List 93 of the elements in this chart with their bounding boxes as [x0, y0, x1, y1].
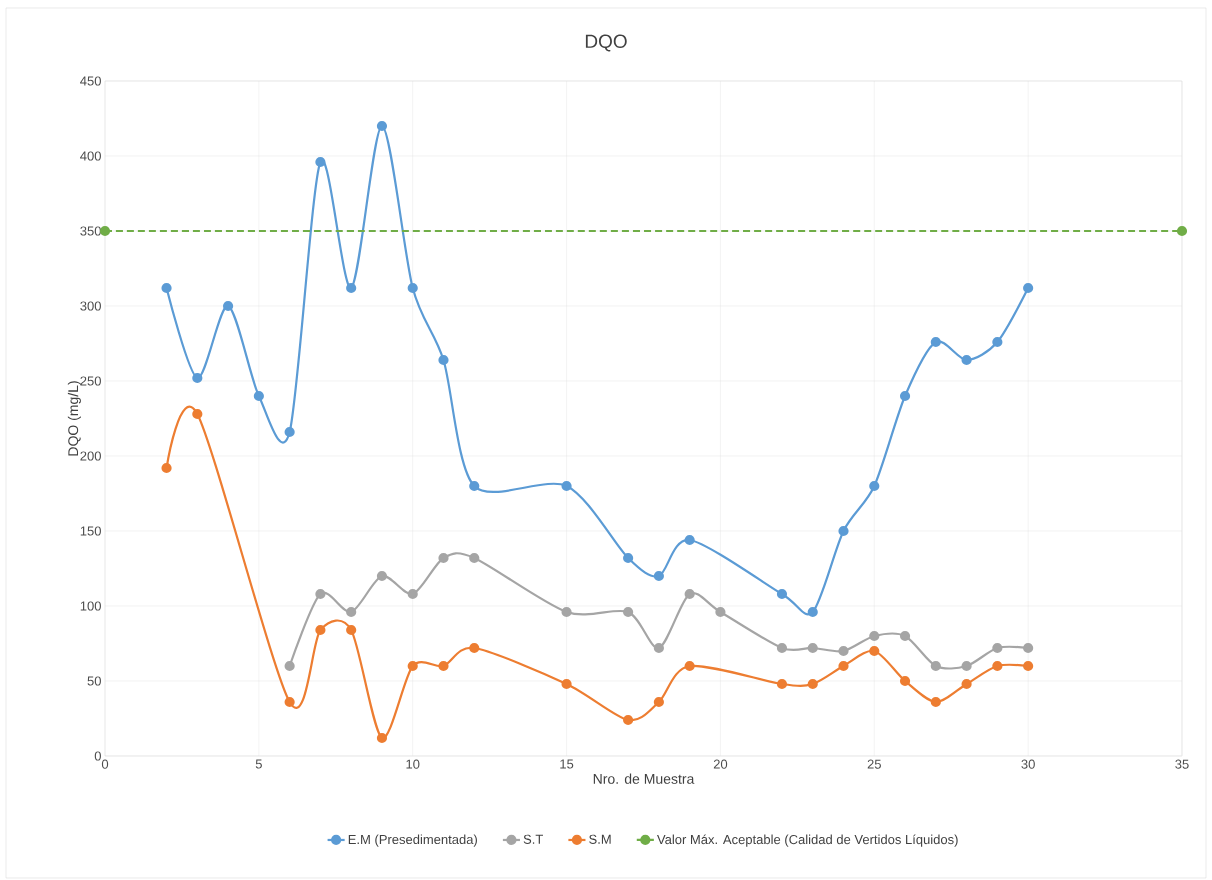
- point: [776, 588, 788, 600]
- point: [899, 630, 911, 642]
- x-tick-label: 5: [255, 759, 262, 769]
- point: [284, 426, 295, 438]
- point: [315, 156, 326, 168]
- point: [438, 660, 449, 672]
- point: [469, 642, 480, 654]
- point: [315, 588, 326, 600]
- point: [992, 642, 1003, 654]
- point: [623, 552, 634, 564]
- legend-label: S.M: [589, 834, 611, 844]
- point: [715, 606, 726, 618]
- point: [469, 480, 480, 492]
- x-tick-label: 15: [560, 759, 574, 769]
- point: [376, 570, 388, 582]
- point: [930, 660, 941, 672]
- point: [838, 660, 849, 672]
- point: [623, 606, 634, 618]
- point: [899, 390, 911, 402]
- point: [807, 642, 818, 654]
- x-tick-label: 10: [406, 759, 420, 769]
- x-tick-label: 25: [867, 759, 881, 769]
- point: [192, 408, 203, 420]
- point: [376, 732, 388, 744]
- legend-label: E.M (Presedimentada): [348, 834, 477, 847]
- y-axis-title: DQO (mg/L): [67, 381, 81, 456]
- x-axis-title: Nro. de Muestra: [593, 773, 695, 784]
- point: [623, 714, 634, 726]
- y-tick-label: 300: [80, 301, 101, 311]
- point: [899, 675, 911, 687]
- point: [807, 606, 818, 618]
- point: [869, 645, 880, 657]
- point: [346, 606, 357, 618]
- y-tick-label: 250: [80, 376, 101, 386]
- point: [346, 624, 357, 636]
- point: [961, 354, 972, 366]
- point: [161, 282, 172, 294]
- y-tick-label: 350: [80, 226, 101, 236]
- y-tick-label: 200: [80, 451, 101, 461]
- point: [161, 462, 172, 474]
- y-tick-label: 400: [80, 151, 101, 161]
- x-tick-label: 30: [1021, 759, 1035, 769]
- point: [284, 660, 295, 672]
- x-tick-label: 0: [101, 759, 109, 769]
- x-tick-label: 35: [1175, 759, 1189, 769]
- point: [838, 525, 849, 537]
- point: [376, 120, 388, 132]
- x-tick-label: 20: [713, 759, 728, 769]
- point: [869, 480, 880, 492]
- point: [561, 678, 572, 690]
- y-tick-label: 50: [87, 676, 101, 686]
- point: [222, 300, 234, 312]
- y-tick-label: 0: [94, 751, 101, 761]
- point: [776, 642, 788, 654]
- point: [561, 606, 572, 618]
- legend-label: Valor Máx. Aceptable (Calidad de Vertidos Líquidos): [657, 834, 958, 847]
- point: [869, 630, 880, 642]
- point: [315, 624, 326, 636]
- y-tick-label: 100: [80, 601, 101, 611]
- point: [807, 678, 818, 690]
- point: [992, 336, 1003, 348]
- point: [653, 696, 664, 708]
- legend-label: S.T: [523, 834, 543, 844]
- point: [961, 678, 972, 690]
- point: [192, 372, 203, 384]
- point: [961, 660, 972, 672]
- point: [407, 660, 418, 672]
- point: [684, 534, 695, 546]
- y-tick-label: 150: [80, 526, 101, 536]
- point: [407, 588, 418, 600]
- point: [684, 660, 695, 672]
- point: [407, 282, 418, 294]
- chart-title: DQO: [585, 34, 627, 52]
- point: [684, 588, 695, 600]
- point: [469, 552, 480, 564]
- point: [1023, 660, 1034, 672]
- point: [838, 645, 849, 657]
- point: [930, 336, 941, 348]
- point: [253, 390, 264, 402]
- point: [653, 642, 664, 654]
- point: [1023, 282, 1034, 294]
- point: [346, 282, 357, 294]
- point: [438, 552, 449, 564]
- point: [561, 480, 572, 492]
- point: [1176, 225, 1188, 237]
- point: [438, 354, 449, 366]
- point: [653, 570, 664, 582]
- y-tick-label: 450: [80, 76, 101, 86]
- point: [776, 678, 788, 690]
- point: [284, 696, 295, 708]
- point: [1023, 642, 1034, 654]
- point: [992, 660, 1003, 672]
- point: [930, 696, 941, 708]
